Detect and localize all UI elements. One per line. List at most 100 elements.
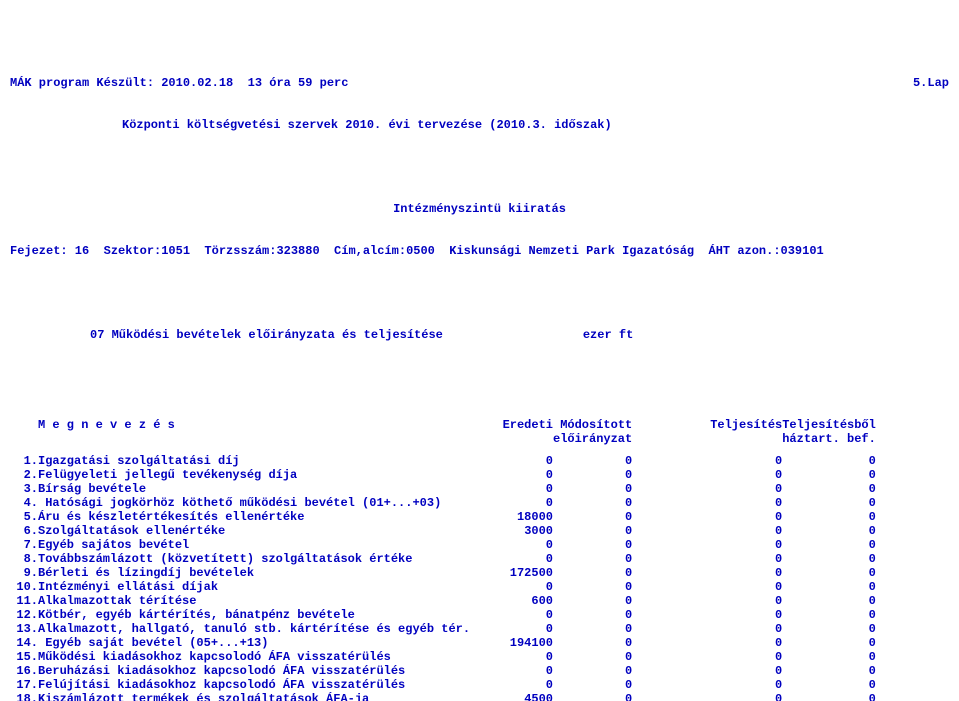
row-val-modified: 0 — [553, 482, 632, 496]
org-identifiers: Fejezet: 16 Szektor:1051 Törzsszám:32388… — [10, 244, 824, 258]
header-blank-2 — [10, 286, 949, 300]
row-val-fulfilment: 0 — [707, 552, 782, 566]
row-number: 17. — [10, 678, 38, 692]
row-val-modified: 0 — [553, 468, 632, 482]
row-val-fulfilment: 0 — [707, 650, 782, 664]
table-row: 1.Igazgatási szolgáltatási díj0000 — [10, 454, 876, 468]
row-number: 13. — [10, 622, 38, 636]
row-number: 14. — [10, 636, 38, 650]
row-label: Bérleti és lízingdíj bevételek — [38, 566, 478, 580]
table-row: 3.Bírság bevétele0000 — [10, 482, 876, 496]
col-subheader-appropriation: előirányzat — [553, 432, 632, 446]
row-val-household: 0 — [782, 552, 876, 566]
col-header-from-fulfilment: Teljesítésből — [782, 418, 876, 432]
row-val-fulfilment: 0 — [707, 580, 782, 594]
row-val-household: 0 — [782, 664, 876, 678]
row-number: 2. — [10, 468, 38, 482]
table-row: 9.Bérleti és lízingdíj bevételek17250000… — [10, 566, 876, 580]
header-line-3: Intézményszintü kiiratás — [10, 202, 949, 216]
table-row: 13.Alkalmazott, hallgató, tanuló stb. ká… — [10, 622, 876, 636]
table-row: 16.Beruházási kiadásokhoz kapcsolodó ÁFA… — [10, 664, 876, 678]
row-val-fulfilment: 0 — [707, 454, 782, 468]
row-label: Felújítási kiadásokhoz kapcsolodó ÁFA vi… — [38, 678, 478, 692]
unit-label: ezer ft — [583, 328, 633, 342]
row-label: Egyéb sajátos bevétel — [38, 538, 478, 552]
row-val-original: 0 — [478, 664, 553, 678]
row-val-household: 0 — [782, 608, 876, 622]
row-val-household: 0 — [782, 538, 876, 552]
report-page: MÁK program Készült: 2010.02.18 13 óra 5… — [0, 0, 959, 701]
row-val-modified: 0 — [553, 664, 632, 678]
row-label: Igazgatási szolgáltatási díj — [38, 454, 478, 468]
row-label: Szolgáltatások ellenértéke — [38, 524, 478, 538]
row-val-fulfilment: 0 — [707, 482, 782, 496]
page-number: 5.Lap — [913, 76, 949, 90]
row-number: 11. — [10, 594, 38, 608]
row-val-original: 0 — [478, 608, 553, 622]
row-label: Hatósági jogkörhöz köthető működési bevé… — [38, 496, 478, 510]
header-blank — [10, 160, 949, 174]
col-subheader-household: háztart. bef. — [782, 432, 876, 446]
row-val-modified: 0 — [553, 650, 632, 664]
row-number: 15. — [10, 650, 38, 664]
table-row: 7.Egyéb sajátos bevétel0000 — [10, 538, 876, 552]
row-val-original: 0 — [478, 468, 553, 482]
table-row: 5.Áru és készletértékesítés ellenértéke1… — [10, 510, 876, 524]
row-number: 10. — [10, 580, 38, 594]
row-val-modified: 0 — [553, 496, 632, 510]
row-val-fulfilment: 0 — [707, 538, 782, 552]
row-val-modified: 0 — [553, 552, 632, 566]
row-val-original: 0 — [478, 678, 553, 692]
row-label: Beruházási kiadásokhoz kapcsolodó ÁFA vi… — [38, 664, 478, 678]
row-label: Továbbszámlázott (közvetített) szolgálta… — [38, 552, 478, 566]
row-val-modified: 0 — [553, 622, 632, 636]
row-label: Alkalmazottak térítése — [38, 594, 478, 608]
row-val-original: 0 — [478, 580, 553, 594]
table-row: 10.Intézményi ellátási díjak0000 — [10, 580, 876, 594]
row-number: 8. — [10, 552, 38, 566]
header-line-5: 07 Működési bevételek előirányzata és te… — [10, 328, 949, 342]
row-val-household: 0 — [782, 636, 876, 650]
row-val-modified: 0 — [553, 538, 632, 552]
row-val-original: 0 — [478, 538, 553, 552]
row-val-original: 0 — [478, 496, 553, 510]
row-val-original: 0 — [478, 454, 553, 468]
row-val-modified: 0 — [553, 678, 632, 692]
col-header-name: M e g n e v e z é s — [38, 418, 478, 432]
row-val-household: 0 — [782, 468, 876, 482]
row-label: Áru és készletértékesítés ellenértéke — [38, 510, 478, 524]
header-line-2: Központi költségvetési szervek 2010. évi… — [10, 118, 949, 132]
row-val-fulfilment: 0 — [707, 636, 782, 650]
row-number: 5. — [10, 510, 38, 524]
row-number: 16. — [10, 664, 38, 678]
row-number: 6. — [10, 524, 38, 538]
table-row: 6.Szolgáltatások ellenértéke3000000 — [10, 524, 876, 538]
col-header-modified: Módosított — [553, 418, 632, 432]
row-number: 3. — [10, 482, 38, 496]
row-label: Felügyeleti jellegű tevékenység díja — [38, 468, 478, 482]
table-row: 18.Kiszámlázott termékek és szolgáltatás… — [10, 692, 876, 701]
row-val-original: 172500 — [478, 566, 553, 580]
row-val-household: 0 — [782, 692, 876, 701]
row-label: Alkalmazott, hallgató, tanuló stb. kárté… — [38, 622, 478, 636]
table-row: 4. Hatósági jogkörhöz köthető működési b… — [10, 496, 876, 510]
row-number: 7. — [10, 538, 38, 552]
row-val-fulfilment: 0 — [707, 608, 782, 622]
row-val-household: 0 — [782, 580, 876, 594]
budget-table: M e g n e v e z é s Eredeti Módosított T… — [10, 418, 876, 701]
row-val-household: 0 — [782, 510, 876, 524]
row-val-fulfilment: 0 — [707, 496, 782, 510]
row-val-modified: 0 — [553, 580, 632, 594]
table-row: 8.Továbbszámlázott (közvetített) szolgál… — [10, 552, 876, 566]
row-val-original: 18000 — [478, 510, 553, 524]
row-val-original: 600 — [478, 594, 553, 608]
row-val-original: 3000 — [478, 524, 553, 538]
col-header-fulfilment: Teljesítés — [707, 418, 782, 432]
row-val-modified: 0 — [553, 524, 632, 538]
table-row: 12.Kötbér, egyéb kártérítés, bánatpénz b… — [10, 608, 876, 622]
row-number: 9. — [10, 566, 38, 580]
row-val-fulfilment: 0 — [707, 510, 782, 524]
table-row: 2.Felügyeleti jellegű tevékenység díja00… — [10, 468, 876, 482]
row-val-fulfilment: 0 — [707, 566, 782, 580]
row-val-modified: 0 — [553, 692, 632, 701]
